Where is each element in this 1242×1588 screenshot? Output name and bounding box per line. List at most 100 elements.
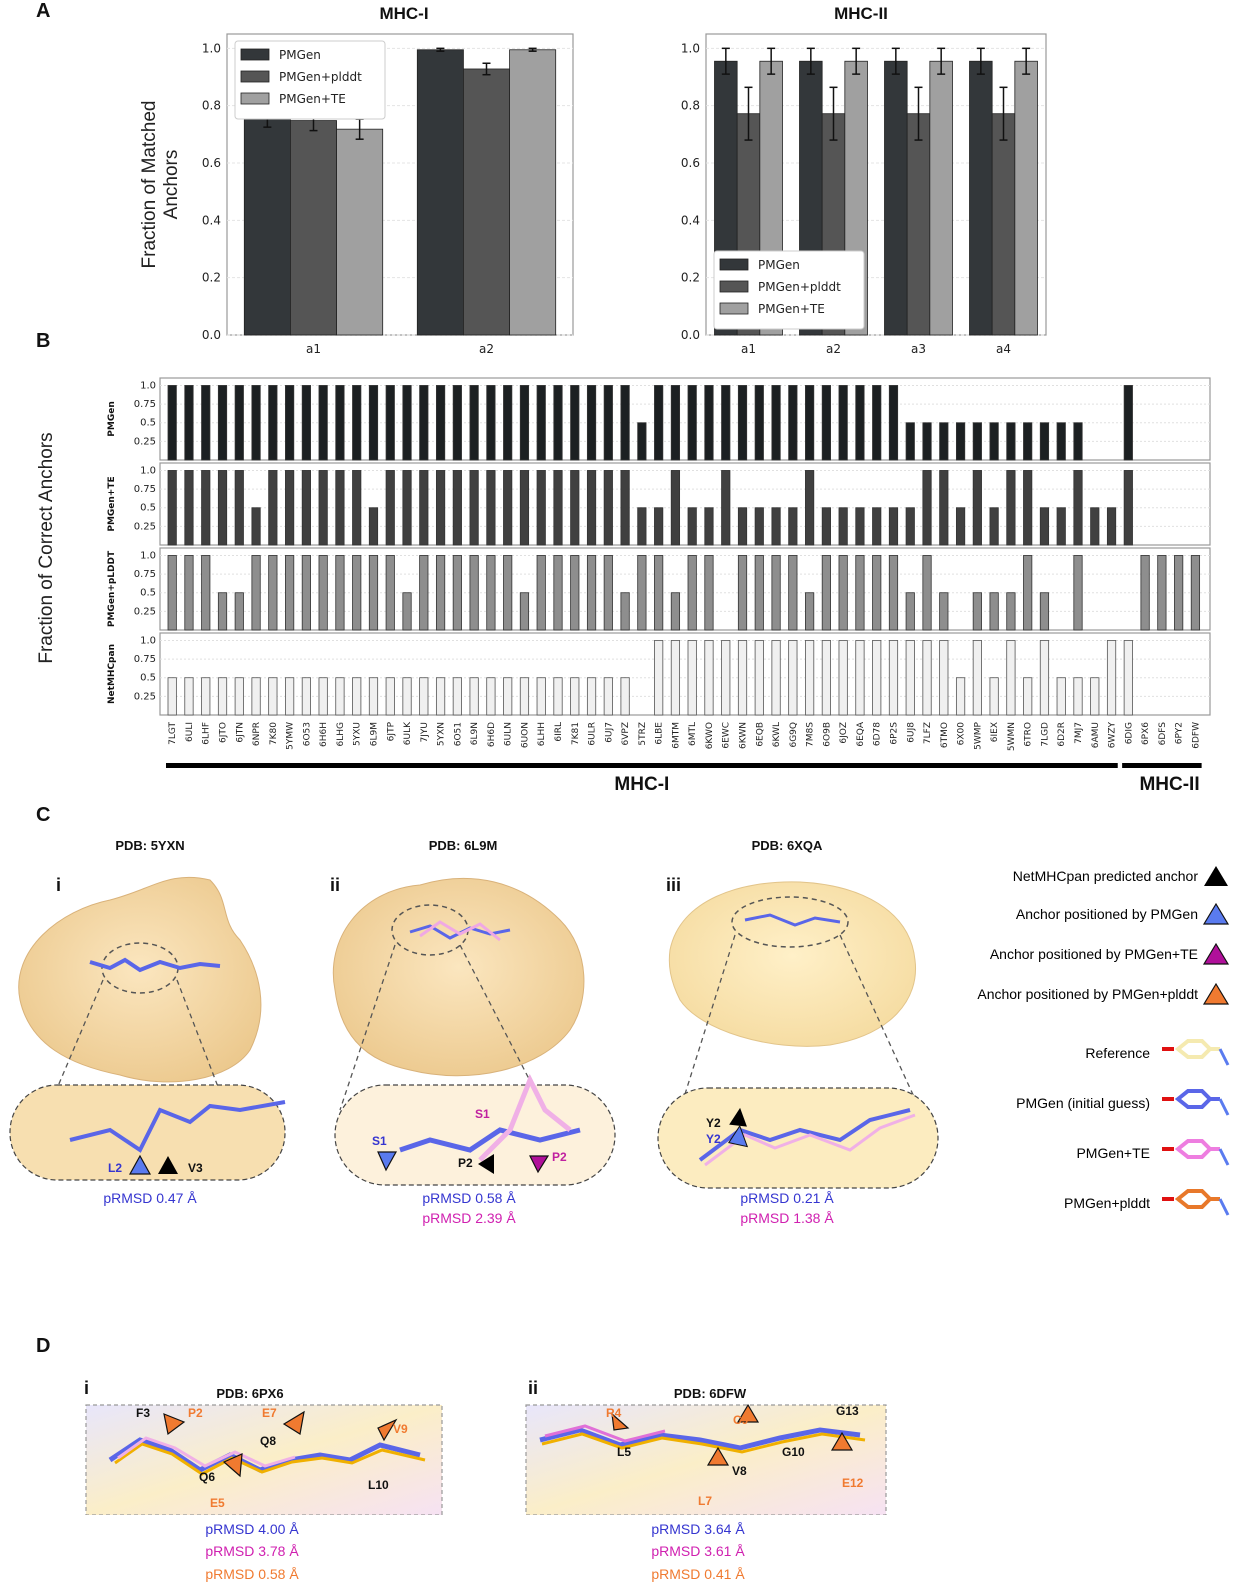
x-tick-label: 6LHG xyxy=(336,722,346,747)
bar xyxy=(872,640,882,716)
bar xyxy=(251,507,261,546)
y-tick-label: 0.8 xyxy=(202,99,221,113)
c-roman-i: i xyxy=(56,875,62,895)
bar xyxy=(251,677,261,716)
c-label: Y2 xyxy=(706,1132,721,1146)
bar xyxy=(1123,640,1133,716)
bar xyxy=(955,422,966,461)
bar xyxy=(620,677,630,716)
bar xyxy=(737,555,748,631)
bar xyxy=(419,470,429,546)
bar xyxy=(503,385,513,461)
bar xyxy=(888,507,899,546)
bar xyxy=(553,385,563,461)
bar xyxy=(1123,385,1133,461)
x-tick-label: 5WMN xyxy=(1007,722,1017,751)
rmsd-value: pRMSD 1.38 Å xyxy=(740,1210,834,1226)
x-tick-label: 6H6D xyxy=(487,722,497,747)
anchor-triangle-netmhcpan-icon xyxy=(158,1156,178,1174)
y-tick-label: 0.0 xyxy=(681,328,700,342)
legend-label: PMGen (initial guess) xyxy=(1016,1095,1150,1111)
bar xyxy=(687,507,697,546)
rmsd-value: pRMSD 0.47 Å xyxy=(103,1190,197,1206)
bar xyxy=(1073,470,1083,546)
bar xyxy=(972,640,982,716)
d-box-ii xyxy=(525,1404,887,1515)
triangle-blue-icon xyxy=(1202,902,1230,925)
bar xyxy=(368,507,379,546)
bar xyxy=(1073,555,1083,631)
bar xyxy=(855,640,865,716)
bar xyxy=(805,470,815,546)
x-tick-label: 7K81 xyxy=(571,722,581,745)
x-tick-label: 6AMU xyxy=(1091,722,1101,748)
bar xyxy=(1056,507,1066,546)
c-legend: NetMHCpan predicted anchor Anchor positi… xyxy=(900,858,1230,1228)
bar xyxy=(620,592,630,631)
bar xyxy=(603,555,613,631)
bar xyxy=(1190,555,1201,631)
x-tick-label: 7M8S xyxy=(806,722,816,747)
x-tick-label: 6ULI xyxy=(185,722,195,742)
x-tick-label: 6H6H xyxy=(319,722,329,747)
bar xyxy=(838,507,848,546)
d-label: G10 xyxy=(782,1445,805,1459)
x-tick-label: 6LHF xyxy=(202,722,212,745)
legend-label: PMGen+plddt xyxy=(279,70,362,84)
bar xyxy=(217,470,228,546)
bar xyxy=(989,422,999,461)
x-tick-label: 6DFW xyxy=(1191,722,1201,749)
x-tick-label: 6ULK xyxy=(403,721,413,745)
bar xyxy=(955,677,966,716)
bar xyxy=(509,49,557,336)
d-roman-ii: ii xyxy=(528,1378,539,1398)
bar xyxy=(234,592,244,631)
bar xyxy=(969,60,993,336)
x-tick-label: 6MTM xyxy=(671,722,681,749)
bar xyxy=(654,385,664,461)
bar xyxy=(991,113,1016,336)
anchor-triangle-pmgen-icon xyxy=(728,1124,749,1148)
bar xyxy=(553,555,563,631)
bar xyxy=(687,640,697,716)
chart-title-mhc-ii: MHC-II xyxy=(834,4,888,23)
bar xyxy=(251,555,261,631)
panel-letter-d: D xyxy=(36,1335,51,1357)
bar xyxy=(318,470,328,546)
bar xyxy=(670,470,681,546)
bar xyxy=(570,555,580,631)
y-tick-label: 0.0 xyxy=(202,328,221,342)
d-label: Q8 xyxy=(260,1434,277,1448)
bar xyxy=(419,677,429,716)
legend-item: PMGen (initial guess) xyxy=(900,1078,1230,1128)
legend-label: PMGen+plddt xyxy=(1064,1195,1150,1211)
y-axis-label: Fraction of Correct Anchors xyxy=(36,432,57,663)
anchor-triangle-pmgen-icon xyxy=(377,1151,398,1172)
bar xyxy=(1006,640,1016,716)
x-tick-label: 6JTP xyxy=(386,721,396,741)
anchor-triangle-netmhcpan-icon xyxy=(729,1107,747,1127)
anchor-triangle-plddt-icon xyxy=(830,1431,854,1451)
y-tick-label: 0.6 xyxy=(202,156,221,170)
x-tick-label: 6L9N xyxy=(470,722,480,745)
group-label: MHC-I xyxy=(614,774,669,790)
bar xyxy=(603,385,613,461)
x-tick-label: a1 xyxy=(306,342,321,355)
legend-label: Anchor positioned by PMGen+plddt xyxy=(977,986,1198,1002)
c-structures xyxy=(9,876,939,1189)
bar xyxy=(285,385,295,461)
bar xyxy=(1157,555,1167,631)
x-tick-label: 5YXU xyxy=(353,722,363,746)
bar xyxy=(872,385,882,461)
bar xyxy=(435,677,446,716)
bar xyxy=(335,677,345,716)
bar xyxy=(888,640,899,716)
x-tick-label: 6UJ7 xyxy=(604,722,614,743)
x-tick-label: 6IEX xyxy=(990,722,1000,742)
bar xyxy=(939,422,949,461)
bar xyxy=(586,385,597,461)
bar xyxy=(368,555,379,631)
c-title-i: PDB: 5YXN xyxy=(115,838,185,853)
legend-label: Anchor positioned by PMGen xyxy=(1015,906,1198,922)
bar xyxy=(452,677,462,716)
